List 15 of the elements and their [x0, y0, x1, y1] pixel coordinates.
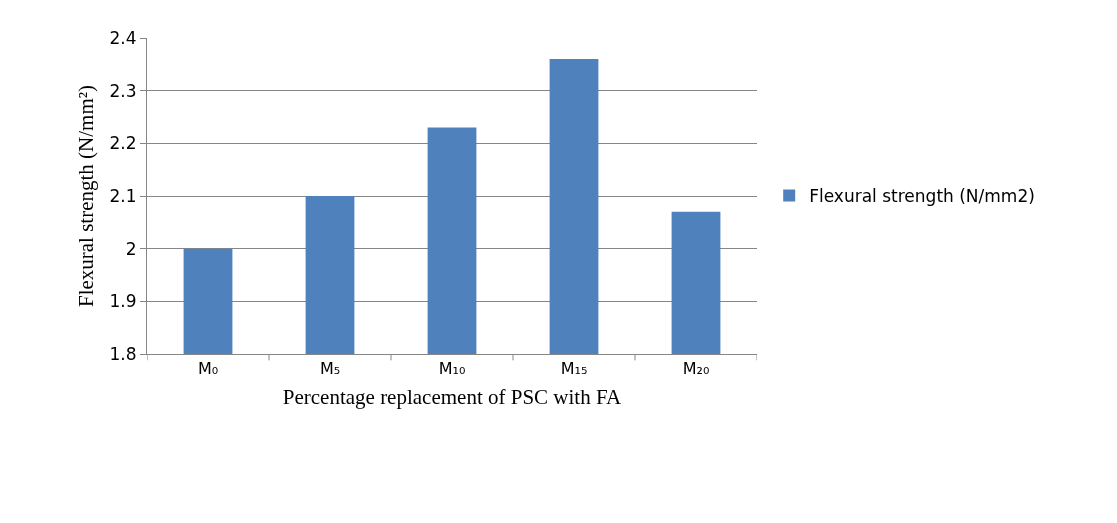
y-tick-label: 2.4: [109, 27, 137, 48]
x-tick-label: M₀: [197, 359, 219, 379]
x-tick-label: M₂₀: [682, 359, 710, 379]
y-tick-label: 2.2: [109, 133, 137, 154]
x-axis-title: Percentage replacement of PSC with FA: [282, 385, 623, 410]
x-tick-label: M₁₀: [438, 359, 466, 379]
x-tick-label: M₁₅: [560, 359, 588, 379]
y-axis-title: Flexural strength (N/mm²): [73, 84, 98, 308]
y-tick-label: 2.1: [109, 185, 137, 206]
y-tick-label: 2: [125, 238, 137, 259]
y-tick-label: 2.3: [109, 80, 137, 101]
legend-label: Flexural strength (N/mm2): [809, 186, 1035, 207]
y-tick-label: 1.9: [109, 291, 137, 312]
x-tick-label: M₅: [319, 359, 341, 379]
y-tick-label: 1.8: [109, 343, 137, 364]
